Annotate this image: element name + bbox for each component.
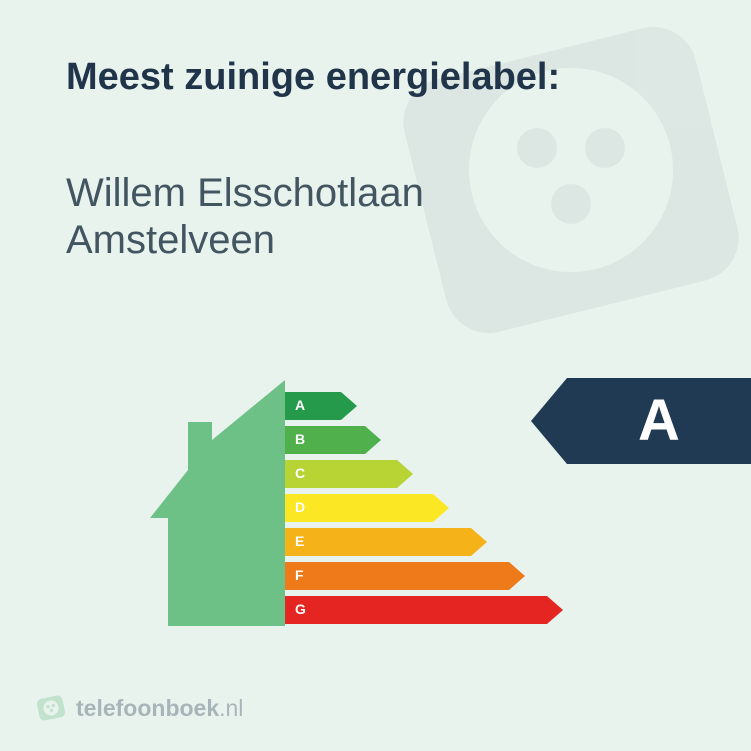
energy-bar-body: [285, 562, 509, 590]
energy-bar-label: E: [295, 528, 304, 556]
energy-bar-label: F: [295, 562, 304, 590]
brand-footer: telefoonboek.nl: [36, 693, 243, 723]
subtitle-line-1: Willem Elsschotlaan: [66, 171, 424, 215]
energy-label-card: Meest zuinige energielabel: Willem Elssc…: [0, 0, 751, 751]
energy-bar-arrow-tip: [341, 392, 357, 420]
brand-name: telefoonboek: [76, 695, 219, 721]
energy-bar-label: D: [295, 494, 305, 522]
energy-bar-label: G: [295, 596, 306, 624]
brand-icon: [33, 690, 69, 726]
energy-bar-label: A: [295, 392, 305, 420]
brand-tld: .nl: [219, 695, 243, 721]
card-subtitle: Willem Elsschotlaan Amstelveen: [66, 170, 424, 264]
subtitle-line-2: Amstelveen: [66, 218, 275, 262]
house-icon: [150, 380, 300, 640]
brand-text: telefoonboek.nl: [76, 695, 243, 722]
energy-bar-arrow-tip: [397, 460, 413, 488]
grade-badge: A: [531, 378, 751, 464]
energy-bar-arrow-tip: [509, 562, 525, 590]
energy-bar-body: [285, 596, 547, 624]
energy-bar-label: B: [295, 426, 305, 454]
energy-bar-body: [285, 528, 471, 556]
energy-bar-arrow-tip: [433, 494, 449, 522]
energy-bar-label: C: [295, 460, 305, 488]
card-title: Meest zuinige energielabel:: [66, 56, 560, 99]
grade-letter: A: [638, 392, 680, 450]
energy-bar-body: [285, 494, 433, 522]
grade-badge-body: A: [567, 378, 751, 464]
energy-bar-body: [285, 392, 341, 420]
energy-bar-arrow-tip: [547, 596, 563, 624]
energy-bar-arrow-tip: [365, 426, 381, 454]
energy-bar-arrow-tip: [471, 528, 487, 556]
grade-badge-arrow-tip: [531, 378, 567, 464]
